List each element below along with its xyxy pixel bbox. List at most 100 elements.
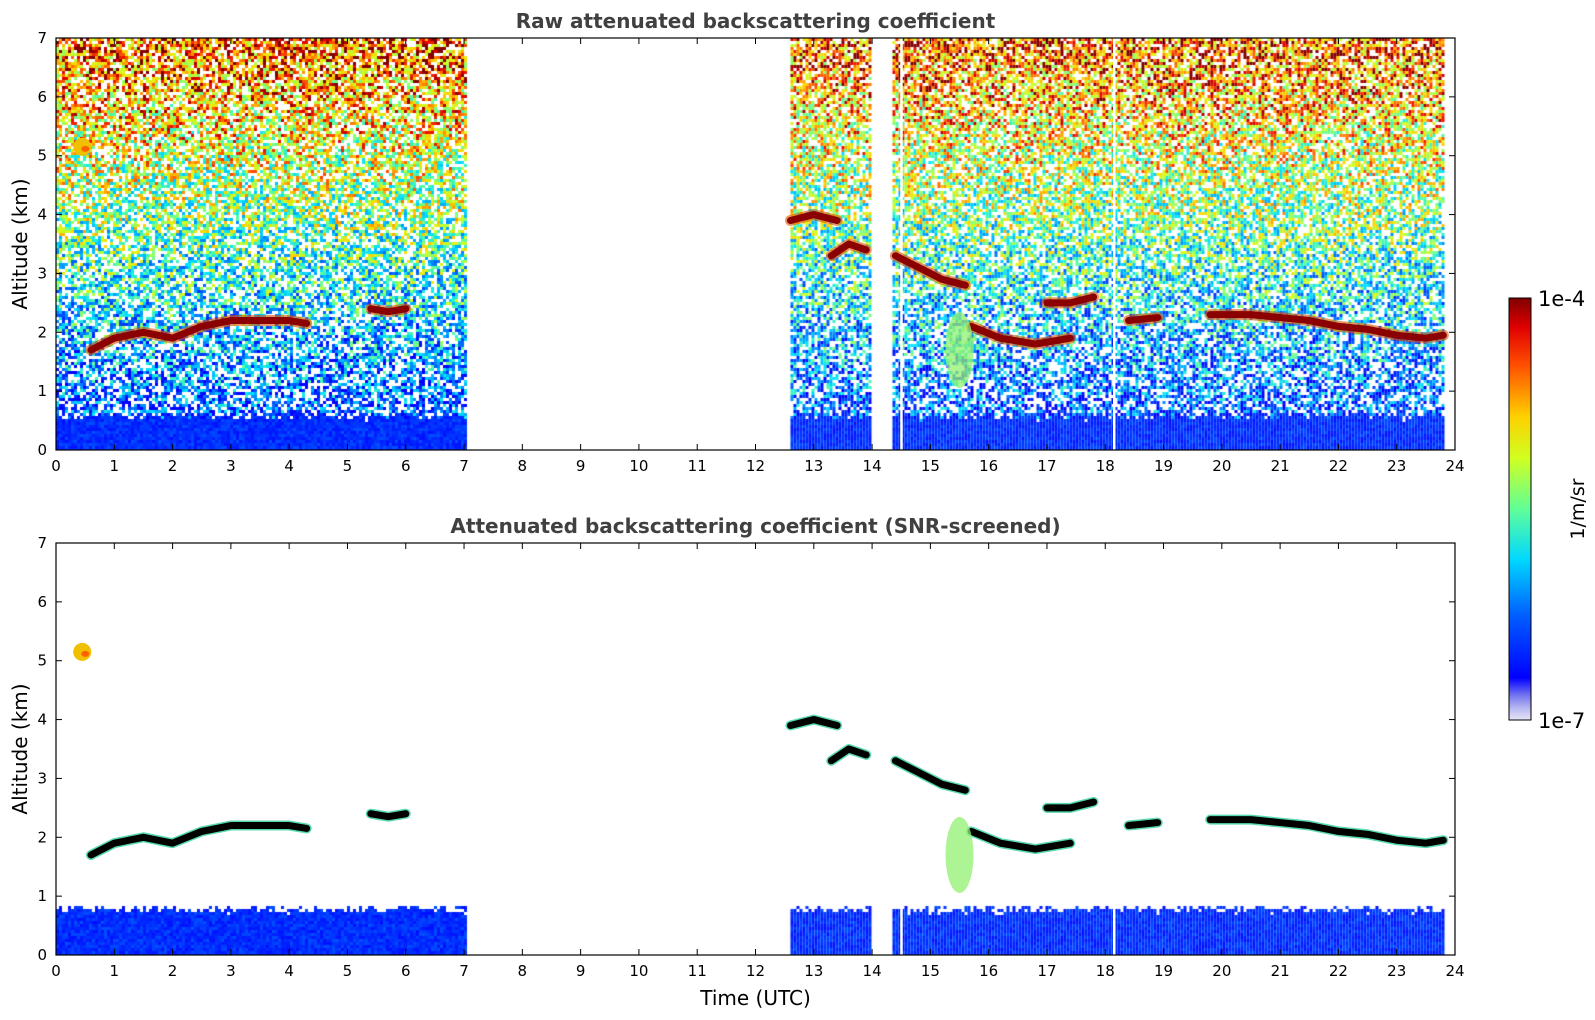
x-tick-label: 14 xyxy=(863,457,882,475)
x-tick-label: 16 xyxy=(979,457,998,475)
x-tick-label: 0 xyxy=(51,962,61,980)
x-axis-label: Time (UTC) xyxy=(699,986,811,1010)
x-tick-label: 15 xyxy=(921,457,940,475)
y-tick-label: 1 xyxy=(37,382,47,400)
missing-profile-1 xyxy=(900,38,903,450)
plume-core-1 xyxy=(81,145,90,152)
x-tick-label: 20 xyxy=(1212,457,1231,475)
aerosol-layer-7 xyxy=(1043,293,1098,307)
aerosol-layer-3 xyxy=(786,211,841,224)
x-tick-label: 11 xyxy=(688,962,707,980)
x-tick-label: 7 xyxy=(459,962,469,980)
y-tick-label: 2 xyxy=(37,828,47,846)
x-tick-label: 8 xyxy=(518,457,528,475)
x-tick-label: 5 xyxy=(343,962,353,980)
x-tick-label: 20 xyxy=(1212,962,1231,980)
aerosol-layer-8 xyxy=(1125,819,1162,830)
x-tick-label: 11 xyxy=(688,457,707,475)
aerosol-layer-5 xyxy=(891,252,969,289)
y-tick-label: 5 xyxy=(37,147,47,165)
aerosol-layer-9 xyxy=(1206,816,1447,847)
x-tick-label: 16 xyxy=(979,962,998,980)
aerosol-layer-6 xyxy=(967,322,1074,348)
y-tick-label: 7 xyxy=(37,29,47,47)
x-tick-label: 22 xyxy=(1329,962,1348,980)
aerosol-layer-4 xyxy=(827,240,870,260)
plume-1 xyxy=(73,137,92,156)
raw-backscatter-panel: 0 1 2 3 4 5 6 7 8 9 10 11 12 13 14 15 16 17 18 19 20 21 22 23 24… xyxy=(8,9,1465,475)
x-tick-label: 23 xyxy=(1387,457,1406,475)
x-tick-label: 6 xyxy=(401,457,411,475)
y-tick-label: 1 xyxy=(37,887,47,905)
missing-profile-2 xyxy=(1112,543,1116,955)
heatmap-field xyxy=(56,543,1455,955)
aerosol-layer-7 xyxy=(1043,798,1098,812)
x-tick-label: 18 xyxy=(1096,962,1115,980)
x-tick-label: 1 xyxy=(110,962,120,980)
x-tick-label: 2 xyxy=(168,962,178,980)
x-tick-label: 3 xyxy=(226,962,236,980)
x-tick-label: 24 xyxy=(1445,962,1464,980)
x-tick-label: 18 xyxy=(1096,457,1115,475)
y-axis-label: Altitude (km) xyxy=(8,178,32,309)
plume-core-1 xyxy=(81,650,90,657)
x-tick-label: 21 xyxy=(1271,457,1290,475)
y-tick-label: 7 xyxy=(37,534,47,552)
plume-1 xyxy=(73,642,92,661)
y-axis-label: Altitude (km) xyxy=(8,683,32,814)
y-tick-label: 6 xyxy=(37,593,47,611)
x-tick-label: 10 xyxy=(629,962,648,980)
x-tick-label: 4 xyxy=(284,962,294,980)
y-tick-label: 2 xyxy=(37,323,47,341)
screened-backscatter-panel: 0 1 2 3 4 5 6 7 8 9 10 11 12 13 14 15 16 17 18 19 20 21 22 23 24… xyxy=(8,514,1465,1010)
y-tick-label: 5 xyxy=(37,652,47,670)
x-tick-label: 15 xyxy=(921,962,940,980)
x-tick-label: 8 xyxy=(518,962,528,980)
x-tick-label: 0 xyxy=(51,457,61,475)
y-tick-label: 0 xyxy=(37,441,47,459)
colorbar-gradient xyxy=(1508,297,1532,721)
x-tick-label: 4 xyxy=(284,457,294,475)
aerosol-layer-2 xyxy=(367,810,410,821)
y-tick-label: 6 xyxy=(37,88,47,106)
aerosol-layer-3 xyxy=(786,716,841,729)
x-tick-label: 17 xyxy=(1037,962,1056,980)
chart-title: Attenuated backscattering coefficient (S… xyxy=(450,514,1060,538)
x-tick-label: 19 xyxy=(1154,457,1173,475)
x-tick-label: 3 xyxy=(226,457,236,475)
x-tick-label: 23 xyxy=(1387,962,1406,980)
colorbar: 1e-4 1e-7 1/m/sr xyxy=(1508,287,1589,733)
x-tick-label: 9 xyxy=(576,962,586,980)
x-tick-label: 9 xyxy=(576,457,586,475)
heatmap-raster xyxy=(56,38,1455,450)
x-tick-label: 13 xyxy=(804,457,823,475)
x-tick-label: 17 xyxy=(1037,457,1056,475)
y-tick-label: 4 xyxy=(37,206,47,224)
aerosol-layer-1 xyxy=(87,317,311,354)
x-tick-label: 10 xyxy=(629,457,648,475)
aerosol-layer-5 xyxy=(891,757,969,794)
colorbar-unit-label: 1/m/sr xyxy=(1567,478,1589,539)
y-tick-label: 3 xyxy=(37,264,47,282)
heatmap-field xyxy=(56,38,1455,450)
y-tick-label: 0 xyxy=(37,946,47,964)
missing-profile-2 xyxy=(1112,38,1116,450)
aerosol-layer-8 xyxy=(1125,314,1162,325)
x-tick-label: 22 xyxy=(1329,457,1348,475)
colorbar-min-label: 1e-7 xyxy=(1538,709,1585,733)
x-tick-label: 1 xyxy=(110,457,120,475)
plume-2 xyxy=(945,816,974,893)
x-tick-label: 5 xyxy=(343,457,353,475)
aerosol-layer-2 xyxy=(367,305,410,316)
aerosol-layer-1 xyxy=(87,822,311,859)
x-tick-label: 24 xyxy=(1445,457,1464,475)
x-tick-label: 19 xyxy=(1154,962,1173,980)
aerosol-layer-9 xyxy=(1206,311,1447,342)
x-tick-label: 2 xyxy=(168,457,178,475)
missing-profile-1 xyxy=(900,543,903,955)
x-tick-label: 14 xyxy=(863,962,882,980)
y-tick-label: 3 xyxy=(37,769,47,787)
x-tick-label: 7 xyxy=(459,457,469,475)
chart-title: Raw attenuated backscattering coefficien… xyxy=(516,9,996,33)
